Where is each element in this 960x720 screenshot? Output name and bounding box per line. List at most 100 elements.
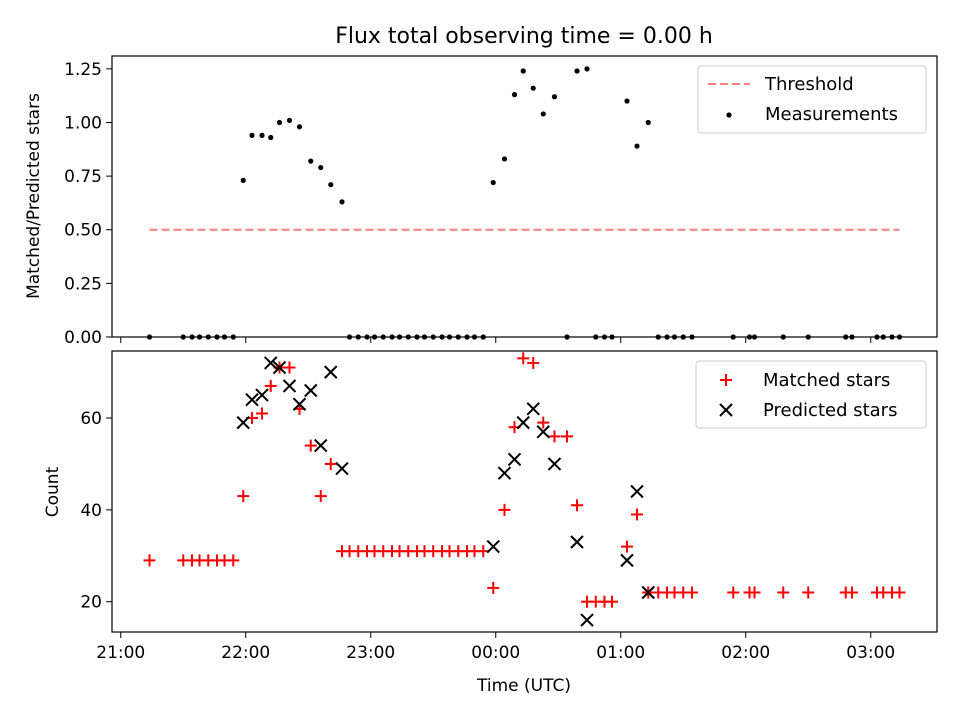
predicted-star-point xyxy=(497,466,512,480)
measurement-point xyxy=(584,66,590,72)
measurement-point xyxy=(520,68,526,74)
predicted-star-point xyxy=(536,425,550,439)
predicted-star-point xyxy=(335,461,349,476)
measurement-point xyxy=(501,156,508,162)
ratio-y-tick-label: 0.75 xyxy=(64,167,102,187)
count-y-tick-label: 60 xyxy=(80,409,102,429)
x-tick-label: 21:00 xyxy=(96,643,145,663)
ratio-y-tick-label: 0.00 xyxy=(64,328,102,348)
measurement-point xyxy=(268,134,274,141)
matched-star-point xyxy=(314,490,327,503)
measurement-point xyxy=(259,132,265,138)
predicted-star-point xyxy=(507,452,522,467)
predicted-star-point xyxy=(630,484,644,499)
matched-star-point xyxy=(571,499,583,512)
measurement-point xyxy=(249,132,255,138)
legend-matched-swatch xyxy=(720,374,732,386)
ratio-legend: Threshold Measurements xyxy=(697,65,927,134)
predicted-star-point xyxy=(236,415,250,430)
ratio-y-tick-label: 0.50 xyxy=(64,221,102,241)
predicted-star-point xyxy=(324,365,338,379)
predicted-star-point xyxy=(526,402,540,416)
measurement-point xyxy=(339,199,345,205)
count-legend: Matched stars Predicted stars xyxy=(695,360,927,429)
predicted-star-point xyxy=(314,438,328,453)
matched-star-point xyxy=(256,407,268,420)
predicted-star-point xyxy=(304,383,318,398)
ratio-plot-frame xyxy=(111,55,938,338)
x-tick-label: 00:00 xyxy=(471,643,520,663)
legend-measurements-swatch xyxy=(726,112,732,118)
predicted-star-point xyxy=(570,535,584,549)
matched-star-point xyxy=(621,540,633,553)
ratio-panel: 0.00 0.25 0.50 0.75 1.00 1.25 Matched/Predict… xyxy=(24,55,938,348)
count-legend-box xyxy=(695,360,927,429)
measurement-point xyxy=(276,119,283,126)
predicted-star-point xyxy=(255,388,269,402)
predicted-star-point xyxy=(641,585,655,600)
predicted-star-point xyxy=(620,553,634,568)
legend-predicted-swatch xyxy=(719,403,733,417)
legend-measurements-label: Measurements xyxy=(765,104,898,125)
x-tick-label: 03:00 xyxy=(846,643,895,663)
matched-star-point xyxy=(606,595,618,608)
matched-star-point xyxy=(304,439,317,452)
predicted-star-point xyxy=(272,360,287,375)
count-plot-frame xyxy=(111,350,938,633)
matched-star-point xyxy=(893,586,906,599)
count-y-tick-label: 20 xyxy=(80,593,102,613)
predicted-star-point xyxy=(486,539,500,554)
predicted-star-point xyxy=(282,379,297,393)
measurement-point xyxy=(328,182,334,188)
count-y-axis-label: Count xyxy=(43,466,63,517)
matched-star-point xyxy=(748,586,761,599)
matched-star-point xyxy=(498,503,511,516)
predicted-star-point xyxy=(245,392,259,407)
measurement-point xyxy=(318,164,324,171)
measurement-point xyxy=(240,177,246,184)
x-tick-label: 23:00 xyxy=(346,643,395,663)
measurement-point xyxy=(286,117,293,123)
matched-star-point xyxy=(846,586,858,599)
matched-star-point xyxy=(537,416,550,429)
ratio-y-tick-label: 0.25 xyxy=(64,274,102,294)
predicted-star-point xyxy=(580,613,594,627)
measurement-point xyxy=(540,111,546,117)
matched-star-point xyxy=(686,586,698,599)
legend-matched-label: Matched stars xyxy=(763,370,890,391)
measurement-point xyxy=(490,179,496,186)
predicted-star-point xyxy=(516,415,530,430)
measurement-point xyxy=(634,143,640,149)
ratio-y-axis-label: Matched/Predicted stars xyxy=(24,93,44,299)
x-tick-label: 22:00 xyxy=(221,643,270,663)
measurement-point xyxy=(296,124,303,130)
matched-star-point xyxy=(487,581,500,594)
matched-star-point xyxy=(727,586,740,599)
measurement-point xyxy=(574,68,580,74)
matched-star-point xyxy=(631,508,643,521)
measurement-point xyxy=(511,92,518,98)
ratio-y-tick-label: 1.25 xyxy=(64,60,102,80)
matched-star-point xyxy=(324,457,337,470)
measurement-point xyxy=(645,119,651,126)
matched-star-point xyxy=(561,430,573,443)
chart-title: Flux total observing time = 0.00 h xyxy=(335,24,713,49)
matched-star-point xyxy=(227,554,240,567)
measurement-point xyxy=(530,85,536,91)
ratio-legend-box xyxy=(697,65,927,134)
ratio-y-tick-label: 1.00 xyxy=(64,113,102,133)
matched-star-point xyxy=(517,352,530,365)
matched-star-point xyxy=(237,490,250,503)
measurement-point xyxy=(624,98,630,104)
matched-star-point xyxy=(527,356,540,369)
count-panel: 20 40 60 21:00 22:00 23:00 00:00 01:00 02:00 03:… xyxy=(43,350,938,696)
matched-star-point xyxy=(777,586,790,599)
x-tick-label: 02:00 xyxy=(721,643,770,663)
count-y-tick-label: 40 xyxy=(80,501,102,521)
x-axis-label: Time (UTC) xyxy=(476,676,571,696)
predicted-star-point xyxy=(264,356,278,370)
legend-predicted-label: Predicted stars xyxy=(763,400,897,421)
predicted-star-point xyxy=(292,397,307,411)
matched-star-point xyxy=(143,554,156,567)
